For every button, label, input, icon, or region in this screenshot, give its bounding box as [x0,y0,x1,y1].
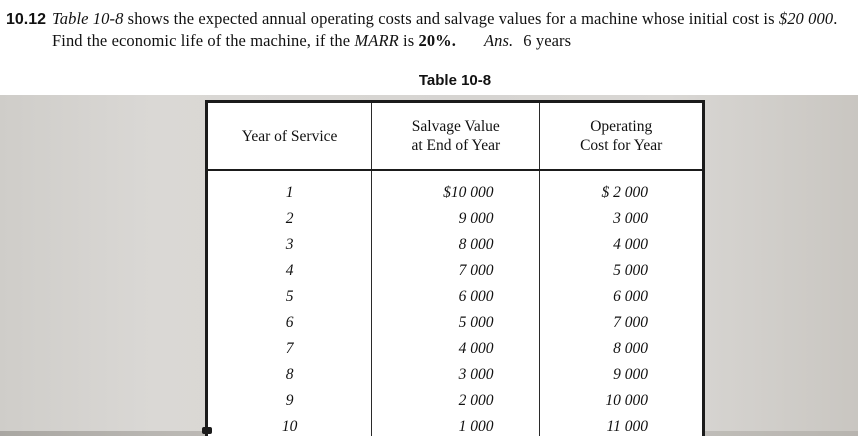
cell-year: 4 [285,262,294,279]
cell-year: 7 [285,340,294,357]
cell-salvage: 8 000 [371,232,541,258]
header-operating-line1: Operating [590,118,653,135]
header-year-of-service: Year of Service [206,101,372,171]
cell-operating: $ 2 000 [601,184,649,201]
table-10-8: Year of Service Salvage Value at End of … [205,100,705,436]
answer-label: Ans. [484,31,514,50]
header-salvage-line1: Salvage Value [411,118,500,135]
cell-salvage: 2 000 [371,388,541,414]
cell-year: 5 [285,288,294,305]
table-row: 7 4 000 8 000 [207,336,704,362]
table-row: 10 1 000 11 000 [207,414,704,436]
cell-operating: 4 000 [613,236,648,253]
initial-cost-value: $20 000 [778,9,834,28]
table-row: 5 6 000 6 000 [207,284,704,310]
problem-body-2: . Find the economic life of the machine,… [52,9,838,50]
problem-number: 10.12 [6,11,47,28]
cell-operating: 5 000 [613,262,648,279]
cell-operating: 3 000 [613,210,648,227]
cell-year: 6 [285,314,294,331]
problem-text: Table 10-8 shows the expected annual ope… [52,8,848,52]
problem-statement: 10.12 Table 10-8 shows the expected annu… [6,8,848,52]
table-body: 1 $10 000 $ 2 000 2 9 000 3 000 3 8 000 … [207,170,704,436]
cell-year: 1 [285,184,294,201]
marr-rate: 20%. [418,31,456,50]
table-row: 2 9 000 3 000 [207,206,704,232]
header-salvage-line2: at End of Year [411,137,501,154]
cell-salvage: 6 000 [371,284,541,310]
cell-salvage: 5 000 [371,310,541,336]
table-row: 6 5 000 7 000 [207,310,704,336]
table-row: 9 2 000 10 000 [207,388,704,414]
cell-operating: 8 000 [613,340,648,357]
problem-body-1: shows the expected annual operating cost… [123,9,779,28]
cell-operating: 9 000 [613,366,648,383]
table-row: 3 8 000 4 000 [207,232,704,258]
cell-operating: 6 000 [613,288,648,305]
header-salvage-value: Salvage Value at End of Year [371,101,541,171]
cell-operating: 10 000 [605,392,648,409]
table-caption: Table 10-8 [418,72,492,89]
cell-operating: 11 000 [606,418,648,435]
cell-salvage: 7 000 [371,258,541,284]
cell-year: 3 [285,236,294,253]
table-row: 4 7 000 5 000 [207,258,704,284]
table-reference: Table 10-8 [52,9,124,28]
problem-body-3: is [398,31,419,50]
cell-year: 10 [281,418,298,435]
header-operating-line2: Cost for Year [580,137,663,154]
cell-year: 2 [285,210,294,227]
cell-salvage: 3 000 [371,362,541,388]
table-header: Year of Service Salvage Value at End of … [206,101,704,171]
cell-year: 9 [285,392,294,409]
cell-salvage: $10 000 [371,170,541,206]
marr-term: MARR [354,31,399,50]
cell-salvage: 1 000 [371,414,541,436]
cell-salvage: 4 000 [371,336,541,362]
cell-year: 8 [285,366,294,383]
scan-blemish [202,427,212,434]
table-row: 8 3 000 9 000 [207,362,704,388]
cell-operating: 7 000 [613,314,648,331]
header-operating-cost: Operating Cost for Year [539,101,704,171]
answer-value: 6 years [523,31,572,50]
table-row: 1 $10 000 $ 2 000 [207,170,704,206]
cell-salvage: 9 000 [371,206,541,232]
machine-cost-table: Year of Service Salvage Value at End of … [205,100,705,436]
